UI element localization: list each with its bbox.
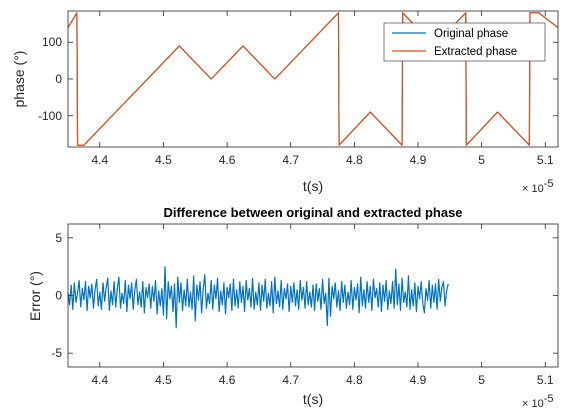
top-x-exponent-base: × 10 <box>522 183 544 195</box>
top-xtick-label: 4.8 <box>346 153 363 167</box>
bottom-series-layer <box>67 266 449 329</box>
bottom-panel: Difference between original and extracte… <box>27 205 559 410</box>
top-ticks-layer <box>68 11 558 147</box>
bottom-xtick-label: 4.8 <box>346 373 363 387</box>
bottom-ticks-layer <box>68 224 558 367</box>
top-xtick-label: 4.5 <box>155 153 172 167</box>
bottom-xtick-label: 5.1 <box>537 373 554 387</box>
bottom-xtick-label: 4.7 <box>282 373 299 387</box>
top-xtick-label: 4.6 <box>219 153 236 167</box>
top-ytick-label: 0 <box>55 72 62 86</box>
bottom-x-exponent-base: × 10 <box>522 398 544 410</box>
top-xtick-label: 5 <box>478 153 485 167</box>
series-line-error <box>67 266 449 329</box>
bottom-ytick-label: 5 <box>55 231 62 245</box>
bottom-xtick-label: 4.6 <box>219 373 236 387</box>
top-xtick-label: 5.1 <box>537 153 554 167</box>
top-xtick-label: 4.9 <box>410 153 427 167</box>
top-ytick-label: 100 <box>42 35 62 49</box>
top-x-exponent-power: -5 <box>544 178 554 190</box>
top-xtick-label: 4.4 <box>91 153 108 167</box>
bottom-xtick-label: 4.9 <box>410 373 427 387</box>
bottom-ytick-label: -5 <box>51 346 62 360</box>
legend: Original phase Extracted phase <box>383 22 546 62</box>
series-line-extracted-phase <box>67 12 559 146</box>
bottom-xtick-label: 4.5 <box>155 373 172 387</box>
bottom-xtick-label: 5 <box>478 373 485 387</box>
bottom-x-exponent-power: -5 <box>544 393 554 405</box>
top-x-axis-label: t(s) <box>303 178 323 194</box>
top-y-axis-label: phase (°) <box>11 51 27 108</box>
legend-label-extracted: Extracted phase <box>434 46 517 58</box>
top-panel: 4.4 4.5 4.6 4.7 4.8 4.9 5 5.1 -100 0 100… <box>11 10 559 195</box>
top-tick-labels: 4.4 4.5 4.6 4.7 4.8 4.9 5 5.1 -100 0 100 <box>38 35 554 167</box>
legend-box <box>383 22 546 62</box>
bottom-xtick-label: 4.4 <box>91 373 108 387</box>
top-ytick-label: -100 <box>38 109 62 123</box>
legend-label-original: Original phase <box>434 28 508 40</box>
bottom-tick-labels: 4.4 4.5 4.6 4.7 4.8 4.9 5 5.1 -5 0 5 <box>51 231 554 387</box>
bottom-y-axis-label: Error (°) <box>27 271 43 321</box>
top-x-exponent: × 10-5 <box>522 178 554 195</box>
bottom-x-axis-label: t(s) <box>303 391 323 407</box>
bottom-chart-title: Difference between original and extracte… <box>163 205 462 220</box>
bottom-x-exponent: × 10-5 <box>522 393 554 410</box>
top-xtick-label: 4.7 <box>282 153 299 167</box>
bottom-ytick-label: 0 <box>55 289 62 303</box>
top-series-layer <box>67 12 559 146</box>
